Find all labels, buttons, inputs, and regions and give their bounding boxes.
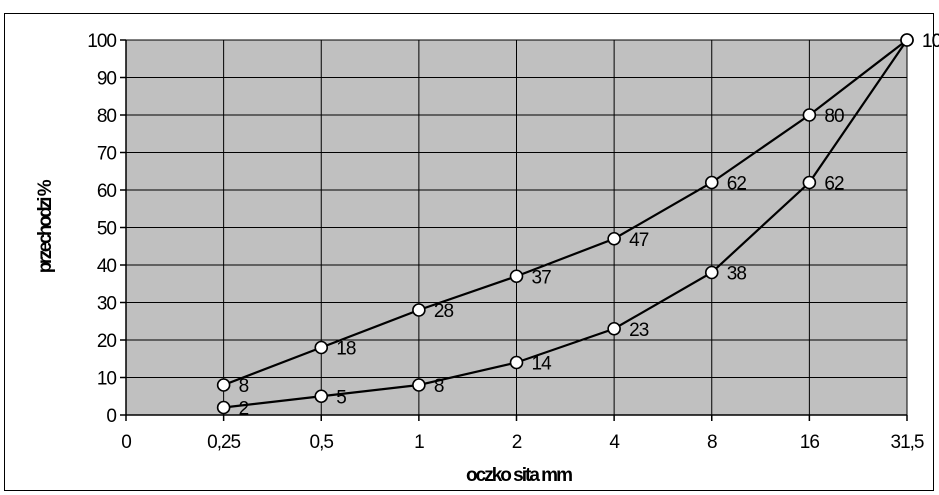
x-tick-label: 0,25 <box>207 432 240 453</box>
y-tick-label: 30 <box>97 294 117 315</box>
y-tick-label: 20 <box>97 331 117 352</box>
data-label: 80 <box>824 106 844 127</box>
data-point <box>216 378 231 392</box>
x-tick-label: 0,5 <box>310 432 334 453</box>
y-tick-label: 70 <box>97 144 117 165</box>
y-axis-title: przechodzi % <box>35 179 56 273</box>
y-tick-label: 90 <box>97 69 117 90</box>
data-point <box>412 303 426 317</box>
x-tick-label: 1 <box>414 432 424 453</box>
data-point <box>314 389 329 404</box>
data-point <box>509 269 524 284</box>
data-point <box>704 265 719 280</box>
y-tick-label: 100 <box>87 31 116 52</box>
data-label: 100 <box>922 31 939 52</box>
data-point <box>900 33 914 47</box>
data-label: 62 <box>727 174 747 195</box>
data-point <box>314 340 329 355</box>
x-tick-label: 31,5 <box>891 432 924 453</box>
x-tick-label: 8 <box>707 432 717 453</box>
data-label: 38 <box>727 264 747 285</box>
axes: 0 10 20 30 40 50 60 70 80 90 100 0 0,25 0,5 1 2 4 8 16 31,5 <box>87 31 925 453</box>
x-tick-label: 16 <box>800 432 820 453</box>
data-label: 14 <box>532 354 553 375</box>
data-label: 62 <box>824 174 844 195</box>
y-tick-label: 0 <box>106 406 116 427</box>
data-point <box>802 175 817 190</box>
data-label: 18 <box>336 339 356 360</box>
data-point <box>704 175 719 190</box>
x-axis-title: oczko sita mm <box>466 465 572 486</box>
y-tick-label: 40 <box>97 256 117 277</box>
data-point <box>607 321 621 336</box>
y-tick-label: 50 <box>97 219 117 240</box>
grid-lines <box>126 39 908 415</box>
y-tick-label: 80 <box>97 106 117 127</box>
data-label: 8 <box>434 376 444 397</box>
series-line <box>223 39 908 409</box>
data-point <box>802 108 817 122</box>
data-label: 5 <box>336 387 346 408</box>
data-label: 100 <box>922 31 939 52</box>
series-line <box>223 39 908 387</box>
data-label: 23 <box>629 320 649 341</box>
data-point <box>412 378 426 392</box>
data-label: 8 <box>239 376 249 397</box>
data-label: 28 <box>434 301 454 322</box>
y-tick-label: 60 <box>97 181 117 202</box>
data-label: 37 <box>532 267 552 288</box>
data-point <box>216 400 231 415</box>
x-tick-label: 4 <box>609 432 620 453</box>
series-layer <box>216 33 914 415</box>
y-tick-label: 10 <box>97 369 117 390</box>
x-tick-label: 2 <box>512 432 522 453</box>
data-point <box>607 231 621 246</box>
data-label: 47 <box>629 230 649 251</box>
data-point <box>509 355 524 370</box>
labels-layer: 818283747628010025814233862100 <box>239 31 939 420</box>
data-label: 2 <box>239 399 249 420</box>
x-tick-label: 0 <box>121 432 131 453</box>
